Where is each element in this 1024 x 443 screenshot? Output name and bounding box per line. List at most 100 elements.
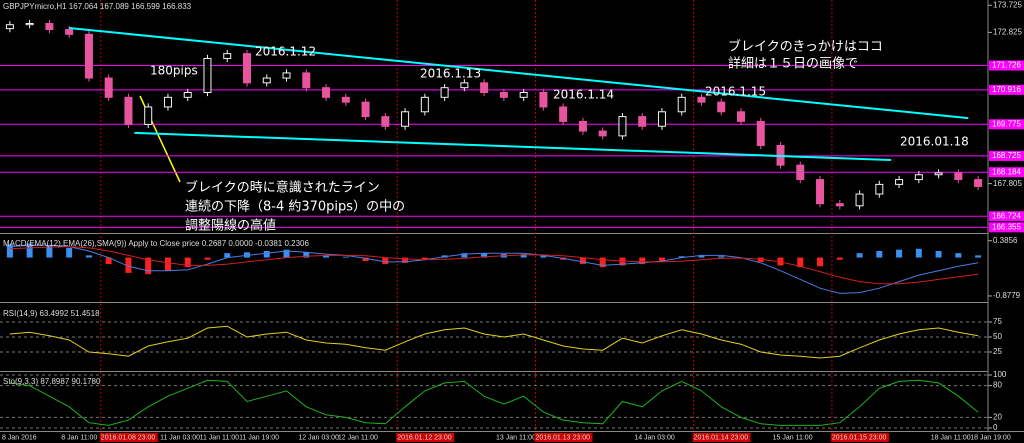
candle-body <box>65 29 74 35</box>
macd-bar <box>540 255 547 258</box>
x-label-highlight <box>396 433 455 442</box>
macd-bar <box>263 251 270 258</box>
macd-bar <box>85 255 92 258</box>
macd-bar <box>283 249 290 258</box>
x-tick-label: 2016.01.15 23:00 <box>832 434 887 441</box>
macd-bar <box>599 257 606 268</box>
x-tick-label: 14 Jan 03:00 <box>634 434 675 441</box>
indicator-line <box>9 325 979 359</box>
level-label: 168.184 <box>992 167 1021 176</box>
candle-body <box>322 87 331 98</box>
macd-bar <box>461 253 468 258</box>
candle-body <box>144 106 153 125</box>
macd-bar <box>421 257 428 260</box>
macd-bar <box>520 254 527 258</box>
x-label-highlight <box>99 433 158 442</box>
candle-body <box>420 96 429 113</box>
candle-body <box>539 91 548 108</box>
macd-bar <box>718 256 725 258</box>
candle-body <box>183 91 192 98</box>
macd-bar <box>402 257 409 263</box>
y-tick-label: -0.8779 <box>993 291 1021 300</box>
candle-body <box>895 179 904 185</box>
macd-bar <box>26 243 33 258</box>
y-tick-label: 167.805 <box>993 179 1022 188</box>
macd-bar <box>481 253 488 258</box>
macd-bar <box>836 257 843 260</box>
x-tick-label: 8 Jan 11:00 <box>61 434 97 441</box>
macd-bar <box>915 248 922 258</box>
annotation: 2016.01.18 <box>900 135 969 149</box>
macd-bar <box>975 255 982 258</box>
x-tick-label: 15 Jan 11:00 <box>773 434 813 441</box>
y-tick-label: 20 <box>993 413 1002 422</box>
macd-line <box>9 246 979 285</box>
macd-bar <box>896 249 903 258</box>
candle-body <box>717 101 726 113</box>
y-tick-label: 173.725 <box>993 0 1022 9</box>
x-label-highlight <box>830 433 889 442</box>
macd-bar <box>579 257 586 265</box>
level-label-bg <box>989 222 1024 233</box>
candle-body <box>914 174 923 181</box>
macd-bar <box>698 255 705 258</box>
candle-body <box>203 57 212 93</box>
macd-bar <box>224 253 231 258</box>
panel-title: MACD(EMA(12),EMA(26),SMA(9)) Apply to Cl… <box>3 239 309 248</box>
macd-bar <box>678 256 685 258</box>
x-tick-label: 12 Jan 11:00 <box>338 434 378 441</box>
candle-body <box>835 203 844 207</box>
x-label-highlight <box>534 433 593 442</box>
macd-bar <box>66 247 73 258</box>
macd-bar <box>856 253 863 258</box>
macd-bar <box>184 257 191 268</box>
x-tick-label: 2016.01.14 23:00 <box>694 434 749 441</box>
candle-body <box>84 33 93 79</box>
candle-body <box>578 120 587 132</box>
level-label: 170.916 <box>992 85 1021 94</box>
candle-body <box>262 77 271 84</box>
macd-bar <box>817 257 824 267</box>
candle-body <box>559 106 568 122</box>
level-label-bg <box>989 211 1024 222</box>
panel-title: Sto(9,3,3) 87.8987 90.1780 <box>3 377 101 386</box>
annotation: 2016.1.14 <box>553 88 614 102</box>
candle-body <box>5 24 14 30</box>
level-label: 168.725 <box>992 151 1021 160</box>
x-tick-label: 11 Jan 19:00 <box>239 434 279 441</box>
macd-bar <box>204 257 211 260</box>
candle-body <box>855 193 864 207</box>
x-tick-label: 2016.01.12 23:00 <box>397 434 452 441</box>
indicator-line <box>9 379 979 426</box>
level-label: 166.724 <box>992 211 1021 220</box>
level-label-bg <box>989 84 1024 95</box>
level-label: 166.355 <box>992 222 1021 231</box>
y-tick-label: 75 <box>993 317 1002 326</box>
x-tick-label: 11 Jan 11:00 <box>200 434 240 441</box>
candle-body <box>677 96 686 113</box>
y-tick-label: 172.825 <box>993 27 1022 36</box>
candle-body <box>45 23 54 31</box>
x-tick-label: 13 Jan 11:00 <box>496 434 536 441</box>
candle-body <box>657 111 666 127</box>
macd-bar <box>164 257 171 271</box>
candle-body <box>618 116 627 137</box>
candle-body <box>816 179 825 205</box>
macd-bar <box>362 257 369 262</box>
candle-body <box>954 172 963 181</box>
y-tick-label: 50 <box>993 332 1002 341</box>
candle-body <box>598 130 607 137</box>
candle-body <box>974 179 983 188</box>
x-tick-label: 18 Jan 19:00 <box>970 434 1011 441</box>
candle-body <box>401 111 410 127</box>
panel-title: GBPJPYmicro,H1 167.064 167.089 166.599 1… <box>3 2 192 11</box>
annotation: 連続の下降（8-4 約370pips）の中の <box>185 200 405 215</box>
y-tick-label: 0.3856 <box>993 236 1018 245</box>
x-tick-label: 11 Jan 03:00 <box>160 434 200 441</box>
candle-body <box>697 96 706 103</box>
annotation: ブレイクの時に意識されたライン <box>185 180 380 196</box>
candle-body <box>440 87 449 98</box>
x-tick-label: 2016.01.13 23:00 <box>536 434 591 441</box>
candle-body <box>499 91 508 98</box>
